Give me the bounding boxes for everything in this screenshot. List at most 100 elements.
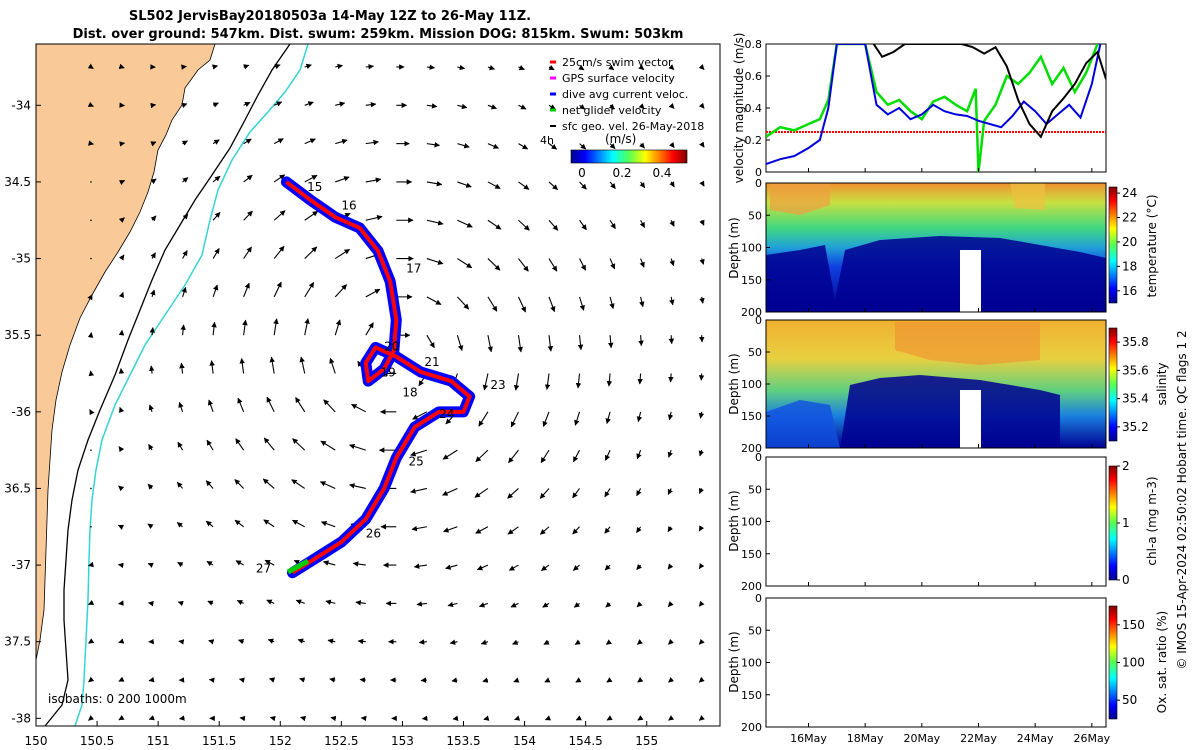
vector-arrow — [273, 245, 285, 259]
land-mass — [36, 44, 216, 661]
vector-arrow — [572, 449, 581, 463]
depth-tick-label: 200 — [741, 442, 762, 455]
cbar-tick-label: 22 — [1122, 211, 1137, 225]
vector-arrow — [639, 258, 645, 268]
vector-arrow — [638, 64, 645, 71]
vector-arrow — [699, 219, 705, 226]
vector-arrow — [483, 715, 490, 721]
track-swim-vector — [285, 180, 472, 575]
vector-arrow — [291, 479, 306, 489]
vector-arrow — [698, 676, 705, 683]
vector-dot — [90, 449, 92, 451]
date-axis-ticks: 16May 18May 20May 22May 24May 26May — [790, 168, 1111, 745]
vector-arrow — [698, 525, 705, 532]
map-legend: 25cm/s swim vector GPS surface velocity … — [540, 56, 704, 180]
map-x-ticks: 150 150.5 151 151.5 152 152.5 153 153.5 154 154.5… — [25, 721, 658, 748]
vector-arrow — [636, 411, 643, 423]
vector-arrow — [480, 639, 489, 645]
vector-arrow — [608, 64, 615, 71]
vector-arrow — [668, 64, 675, 71]
salinity-data-gap — [960, 390, 981, 448]
day-label: 19 — [380, 366, 395, 380]
vector-arrow — [320, 520, 336, 528]
colorbar-label: (m/s) — [605, 132, 636, 146]
depth-tick-label: 50 — [748, 483, 762, 496]
vector-arrow — [449, 639, 458, 645]
vector-arrow — [238, 677, 245, 683]
map-y-tick-label: 35.5 — [4, 328, 31, 342]
vector-arrow — [579, 258, 587, 271]
depth-tick-label: 150 — [741, 274, 762, 287]
cbar-tick-label: 35.4 — [1122, 392, 1149, 406]
vector-arrow — [329, 677, 336, 683]
vector-dot — [90, 525, 92, 528]
vector-arrow — [357, 638, 366, 645]
vector-arrow — [487, 104, 498, 110]
vector-arrow — [636, 526, 642, 533]
vector-arrow — [180, 324, 186, 336]
vector-arrow — [457, 219, 473, 228]
vector-arrow — [518, 181, 530, 190]
vector-arrow — [118, 638, 125, 644]
vector-arrow — [575, 715, 582, 721]
vector-arrow — [118, 368, 125, 374]
vector-arrow — [243, 101, 251, 107]
vector-arrow — [609, 143, 616, 150]
oxygen-y-ticks: 0 50 100 150 200 — [741, 592, 770, 734]
vector-arrow — [638, 335, 644, 347]
temperature-ylabel: Depth (m) — [727, 217, 741, 278]
vector-arrow — [206, 560, 214, 567]
vector-arrow — [668, 335, 675, 345]
date-tick-label: 24May — [1017, 732, 1054, 745]
vector-arrow — [668, 715, 675, 721]
day-label: 24 — [439, 407, 454, 421]
depth-tick-label: 150 — [741, 548, 762, 561]
cbar-tick-label: 1 — [1122, 516, 1130, 530]
vector-arrow — [637, 373, 643, 385]
cbar-tick-label: 50 — [1122, 693, 1137, 707]
vector-arrow — [636, 564, 643, 570]
date-tick-label: 22May — [960, 732, 997, 745]
vector-arrow — [182, 213, 189, 221]
legend-label-current: dive avg current veloc. — [562, 88, 688, 101]
vector-arrow — [410, 449, 428, 457]
vector-arrow — [698, 411, 705, 419]
vector-dot — [90, 257, 92, 260]
vector-arrow — [147, 562, 154, 568]
vector-arrow — [667, 488, 673, 495]
vector-arrow — [699, 180, 705, 187]
velocity-ylabel: velocity magnitude (m/s) — [732, 33, 746, 184]
vector-arrow — [669, 181, 675, 188]
vector-arrow — [263, 437, 275, 451]
vector-arrow — [507, 526, 519, 535]
vector-arrow — [426, 258, 444, 265]
depth-tick-label: 0 — [755, 177, 762, 190]
vector-arrow — [87, 63, 94, 70]
temperature-colorbar-ticks: 16 18 20 22 24 — [1117, 186, 1137, 298]
vector-arrow — [238, 638, 245, 645]
map-panel: 15 16 17 20 19 21 18 23 24 25 26 27 150 150.5 151 151.… — [4, 43, 721, 748]
salinity-ylabel: Depth (m) — [727, 353, 741, 414]
vector-arrow — [177, 600, 184, 607]
vector-arrow — [639, 181, 646, 189]
vector-arrow — [540, 526, 550, 535]
vector-arrow — [698, 600, 705, 607]
vector-arrow — [668, 373, 674, 383]
vector-arrow — [540, 449, 550, 464]
vector-arrow — [420, 677, 427, 683]
depth-tick-label: 100 — [741, 516, 762, 529]
vector-arrow — [330, 715, 337, 722]
vector-arrow — [639, 142, 645, 149]
vector-arrow — [606, 715, 613, 721]
vector-arrow — [88, 715, 95, 721]
map-y-tick-label: 34.5 — [4, 175, 31, 189]
vector-arrow — [118, 446, 125, 453]
vector-arrow — [118, 63, 125, 69]
vector-arrow — [487, 181, 501, 189]
vector-arrow — [518, 219, 530, 231]
vector-arrow — [181, 102, 188, 109]
vector-arrow — [699, 296, 705, 304]
vector-arrow — [365, 288, 381, 298]
vector-arrow — [243, 282, 250, 298]
day-label: 16 — [341, 199, 356, 213]
